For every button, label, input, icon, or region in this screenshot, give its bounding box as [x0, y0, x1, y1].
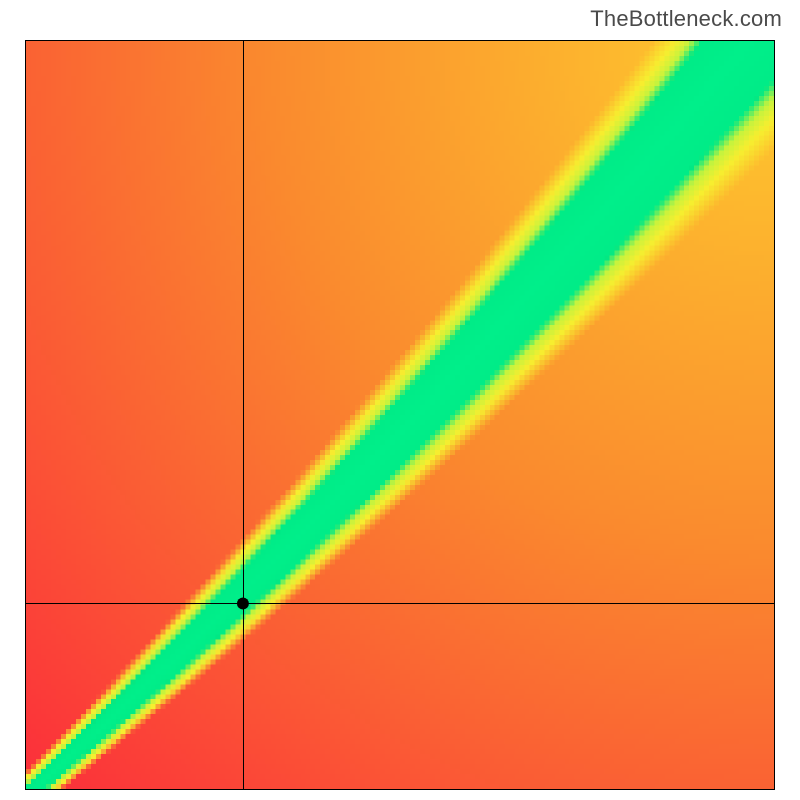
- heatmap-plot: [25, 40, 775, 790]
- chart-container: { "source_label": "TheBottleneck.com", "…: [0, 0, 800, 800]
- watermark-label: TheBottleneck.com: [590, 6, 782, 32]
- crosshair-overlay: [26, 41, 774, 789]
